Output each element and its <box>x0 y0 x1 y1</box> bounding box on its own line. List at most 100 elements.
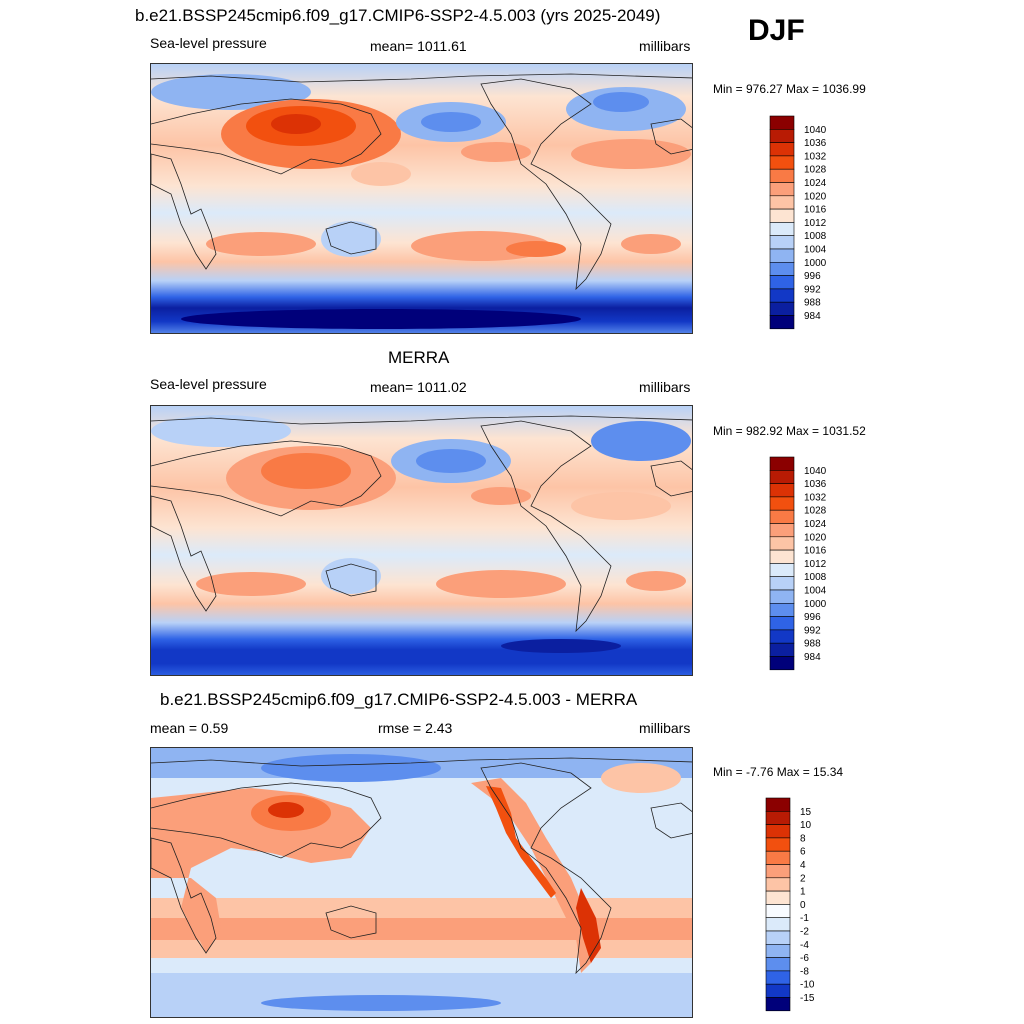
colorbar-swatch <box>765 864 791 879</box>
colorbar-swatch <box>765 877 791 892</box>
colorbar-tick-label: 992 <box>804 284 821 295</box>
panel1-colorbar-svg: 1040 1036 1032 1028 1024 1020 1016 1012 1008 1004… <box>769 115 827 330</box>
colorbar-swatch <box>769 288 795 303</box>
colorbar-swatch <box>769 509 795 524</box>
colorbar-tick-label: 1028 <box>804 165 827 176</box>
colorbar-tick-label: 2 <box>800 873 806 884</box>
colorbar-tick-label: 1036 <box>804 138 827 149</box>
colorbar-swatch <box>765 970 791 985</box>
colorbar-swatch <box>769 262 795 276</box>
colorbar-swatch <box>769 182 795 197</box>
colorbar-tick-label: -8 <box>800 966 809 977</box>
colorbar-tick-label: 1 <box>800 887 806 898</box>
colorbar-tick-label: -15 <box>800 993 815 1004</box>
colorbar-swatch <box>769 496 795 511</box>
colorbar-tick-label: 1000 <box>804 599 827 610</box>
colorbar-swatch <box>765 997 791 1012</box>
colorbar-swatch <box>769 589 795 604</box>
colorbar-tick-label: 996 <box>804 271 821 282</box>
colorbar-tick-label: 10 <box>800 820 812 831</box>
colorbar-tick-label: 1032 <box>804 492 827 503</box>
panel2-title: MERRA <box>388 348 450 367</box>
panel3-diff-contours <box>151 748 692 1017</box>
colorbar-tick-label: 984 <box>804 311 821 322</box>
colorbar-swatch <box>769 301 795 316</box>
colorbar-swatch <box>769 536 795 551</box>
panel1-units-label: millibars <box>639 38 691 54</box>
panel1-minmax: Min = 976.27 Max = 1036.99 <box>713 82 866 96</box>
colorbar-tick-label: 1020 <box>804 532 827 543</box>
panel1-slp-contours <box>151 64 692 333</box>
colorbar-swatch <box>769 115 795 130</box>
colorbar-tick-label: 1012 <box>804 218 827 229</box>
panel3-minmax: Min = -7.76 Max = 15.34 <box>713 765 844 779</box>
colorbar-swatch <box>765 930 791 945</box>
colorbar-swatch <box>765 850 791 865</box>
colorbar-swatch <box>769 523 795 538</box>
colorbar-tick-label: 1016 <box>804 205 827 216</box>
colorbar-tick-label: -10 <box>800 980 815 991</box>
colorbar-swatch <box>765 890 791 905</box>
colorbar-tick-label: 6 <box>800 847 806 858</box>
panel3-mean-label: mean = 0.59 <box>150 720 229 736</box>
colorbar-tick-label: 1020 <box>804 191 827 202</box>
panel1-variable-label: Sea-level pressure <box>150 35 267 51</box>
colorbar-tick-label: 15 <box>800 807 812 818</box>
colorbar-tick-label: 1040 <box>804 125 827 136</box>
panel2-map <box>150 405 693 676</box>
colorbar-swatch <box>765 983 791 998</box>
colorbar-tick-label: 0 <box>800 900 806 911</box>
colorbar-tick-label: 1012 <box>804 559 827 570</box>
panel2-units-label: millibars <box>639 379 691 395</box>
colorbar-tick-label: 8 <box>800 833 806 844</box>
panel2-variable-label: Sea-level pressure <box>150 376 267 392</box>
colorbar-swatch <box>765 837 791 852</box>
colorbar-tick-label: 1000 <box>804 258 827 269</box>
colorbar-tick-label: -6 <box>800 953 809 964</box>
panel2-colorbar: 1040 1036 1032 1028 1024 1020 1016 1012 1008 1004… <box>769 456 840 671</box>
colorbar-swatch <box>769 642 795 657</box>
colorbar-tick-label: 1024 <box>804 519 827 530</box>
panel3-title: b.e21.BSSP245cmip6.f09_g17.CMIP6-SSP2-4.… <box>160 690 638 709</box>
colorbar-tick-label: 992 <box>804 625 821 636</box>
panel1-colorbar: 1040 1036 1032 1028 1024 1020 1016 1012 1008 1004… <box>769 115 840 330</box>
colorbar-tick-label: 1004 <box>804 245 827 256</box>
colorbar-tick-label: 1024 <box>804 178 827 189</box>
colorbar-tick-label: 1004 <box>804 586 827 597</box>
panel2-colorbar-svg: 1040 1036 1032 1028 1024 1020 1016 1012 1008 1004… <box>769 456 827 671</box>
panel3-colorbar: 15 10 8 6 4 2 1 0 -1 -2 -4 -6 -8 -10 -15 <box>765 797 836 1012</box>
colorbar-tick-label: 984 <box>804 652 821 663</box>
colorbar-swatch <box>769 629 795 644</box>
colorbar-tick-label: -1 <box>800 913 809 924</box>
colorbar-swatch <box>769 483 795 498</box>
colorbar-swatch <box>765 824 791 839</box>
panel2-minmax: Min = 982.92 Max = 1031.52 <box>713 424 866 438</box>
colorbar-swatch <box>769 129 795 143</box>
colorbar-swatch <box>769 208 795 223</box>
panel1-mean-label: mean= 1011.61 <box>370 38 467 54</box>
panel3-units-label: millibars <box>639 720 691 736</box>
colorbar-tick-label: 1040 <box>804 466 827 477</box>
colorbar-tick-label: 1008 <box>804 231 827 242</box>
panel1-map <box>150 63 693 334</box>
colorbar-tick-label: 1032 <box>804 151 827 162</box>
colorbar-swatch <box>769 235 795 250</box>
colorbar-swatch <box>769 456 795 471</box>
colorbar-swatch <box>769 195 795 210</box>
panel3-rmse-label: rmse = 2.43 <box>378 720 453 736</box>
colorbar-swatch <box>769 603 795 617</box>
colorbar-swatch <box>765 917 791 932</box>
colorbar-swatch <box>769 315 795 330</box>
colorbar-swatch <box>769 656 795 671</box>
colorbar-swatch <box>769 470 795 484</box>
colorbar-swatch <box>769 576 795 591</box>
colorbar-swatch <box>769 275 795 290</box>
panel3-map <box>150 747 693 1018</box>
colorbar-swatch <box>769 549 795 564</box>
colorbar-tick-label: 988 <box>804 298 821 309</box>
colorbar-tick-label: -2 <box>800 927 809 938</box>
colorbar-swatch <box>769 142 795 157</box>
colorbar-swatch <box>765 797 791 812</box>
colorbar-tick-label: 988 <box>804 639 821 650</box>
colorbar-tick-label: 1028 <box>804 506 827 517</box>
